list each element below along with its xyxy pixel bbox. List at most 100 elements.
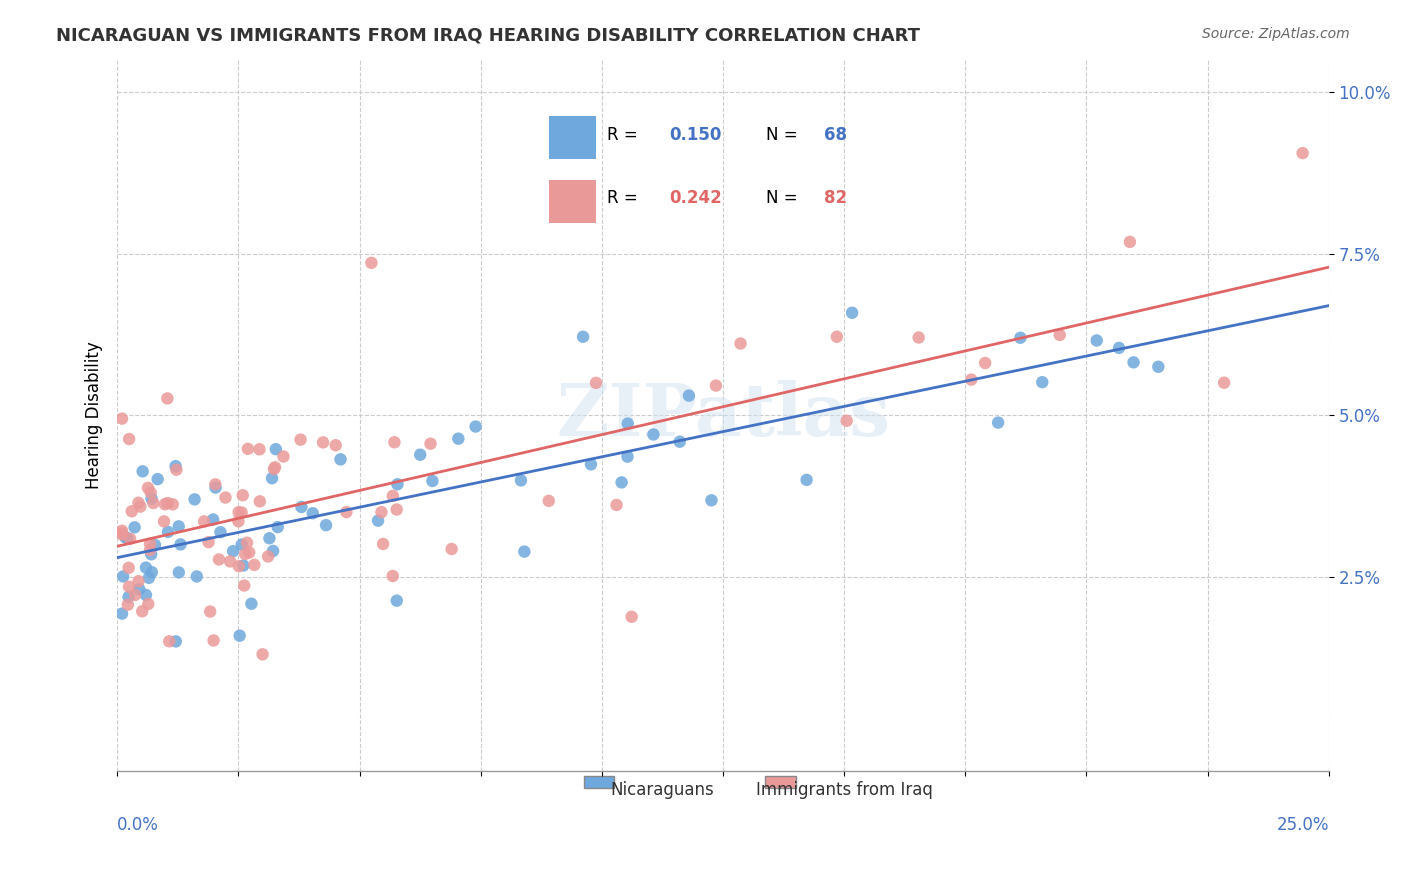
- Point: [1108, 341, 1130, 355]
- Point: [121, 504, 143, 518]
- Point: [1031, 375, 1053, 389]
- Point: [1010, 331, 1032, 345]
- Point: [907, 330, 929, 344]
- Point: [730, 336, 752, 351]
- Point: [643, 427, 665, 442]
- Point: [118, 432, 141, 446]
- Point: [167, 519, 190, 533]
- Point: [143, 538, 166, 552]
- Point: [136, 597, 159, 611]
- Point: [111, 526, 134, 541]
- Point: [249, 494, 271, 508]
- Point: [290, 500, 312, 514]
- Point: [117, 590, 139, 604]
- Point: [236, 535, 259, 549]
- Point: [325, 438, 347, 452]
- Point: [1147, 359, 1170, 374]
- Point: [315, 518, 337, 533]
- Point: [841, 306, 863, 320]
- Point: [128, 574, 150, 589]
- Point: [700, 493, 723, 508]
- Point: [131, 604, 153, 618]
- Point: [252, 648, 274, 662]
- Point: [111, 524, 134, 538]
- Point: [263, 462, 285, 476]
- Point: [537, 493, 560, 508]
- Point: [360, 256, 382, 270]
- Point: [513, 544, 536, 558]
- Point: [290, 433, 312, 447]
- Point: [193, 515, 215, 529]
- Point: [987, 416, 1010, 430]
- Point: [409, 448, 432, 462]
- Point: [165, 463, 187, 477]
- Point: [202, 633, 225, 648]
- Point: [228, 514, 250, 528]
- Point: [117, 598, 139, 612]
- Point: [139, 537, 162, 551]
- Point: [1085, 334, 1108, 348]
- Point: [668, 434, 690, 449]
- Point: [186, 569, 208, 583]
- Point: [233, 547, 256, 561]
- Point: [301, 506, 323, 520]
- Point: [616, 417, 638, 431]
- Point: [135, 588, 157, 602]
- Point: [156, 524, 179, 539]
- Point: [233, 578, 256, 592]
- Point: [231, 538, 253, 552]
- Point: [128, 582, 150, 597]
- Point: [232, 558, 254, 573]
- Point: [129, 500, 152, 514]
- Point: [1213, 376, 1236, 390]
- Text: 25.0%: 25.0%: [1277, 816, 1329, 834]
- Point: [616, 450, 638, 464]
- Point: [153, 515, 176, 529]
- FancyBboxPatch shape: [583, 776, 614, 789]
- Point: [222, 544, 245, 558]
- Point: [796, 473, 818, 487]
- Point: [273, 450, 295, 464]
- Point: [367, 514, 389, 528]
- Point: [219, 554, 242, 568]
- Point: [157, 634, 180, 648]
- Point: [156, 496, 179, 510]
- Point: [835, 414, 858, 428]
- Point: [124, 520, 146, 534]
- Point: [228, 505, 250, 519]
- Point: [208, 552, 231, 566]
- Point: [1291, 146, 1313, 161]
- Point: [236, 442, 259, 456]
- Point: [214, 491, 236, 505]
- Point: [312, 435, 335, 450]
- Point: [1049, 327, 1071, 342]
- Text: 0.0%: 0.0%: [117, 816, 159, 834]
- Point: [381, 489, 404, 503]
- Point: [620, 609, 643, 624]
- Point: [960, 373, 983, 387]
- Point: [825, 330, 848, 344]
- Point: [510, 474, 533, 488]
- Point: [204, 481, 226, 495]
- Point: [111, 411, 134, 425]
- Point: [262, 544, 284, 558]
- Point: [165, 459, 187, 474]
- Point: [1122, 355, 1144, 369]
- Point: [610, 475, 633, 490]
- Point: [111, 607, 134, 621]
- Point: [370, 505, 392, 519]
- Point: [135, 560, 157, 574]
- Point: [585, 376, 607, 390]
- Text: ZIPatlas: ZIPatlas: [555, 380, 890, 450]
- Point: [136, 481, 159, 495]
- Point: [678, 389, 700, 403]
- Point: [142, 496, 165, 510]
- Text: Immigrants from Iraq: Immigrants from Iraq: [755, 780, 932, 798]
- Point: [162, 497, 184, 511]
- Point: [139, 543, 162, 558]
- Point: [117, 531, 139, 545]
- Point: [1119, 235, 1142, 249]
- Point: [264, 460, 287, 475]
- Point: [335, 505, 357, 519]
- Point: [267, 520, 290, 534]
